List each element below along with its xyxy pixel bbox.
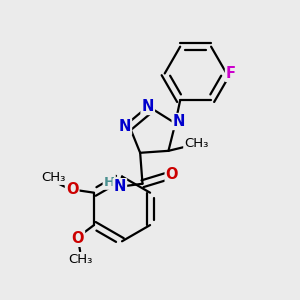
Text: F: F bbox=[226, 66, 236, 81]
Text: O: O bbox=[66, 182, 78, 197]
Text: N: N bbox=[173, 114, 185, 129]
Text: O: O bbox=[71, 231, 84, 246]
Text: N: N bbox=[142, 99, 154, 114]
Text: N: N bbox=[114, 179, 126, 194]
Text: CH₃: CH₃ bbox=[41, 171, 65, 184]
Text: H: H bbox=[104, 176, 115, 189]
Text: N: N bbox=[118, 119, 131, 134]
Text: CH₃: CH₃ bbox=[184, 137, 208, 150]
Text: O: O bbox=[166, 167, 178, 182]
Text: CH₃: CH₃ bbox=[68, 253, 92, 266]
